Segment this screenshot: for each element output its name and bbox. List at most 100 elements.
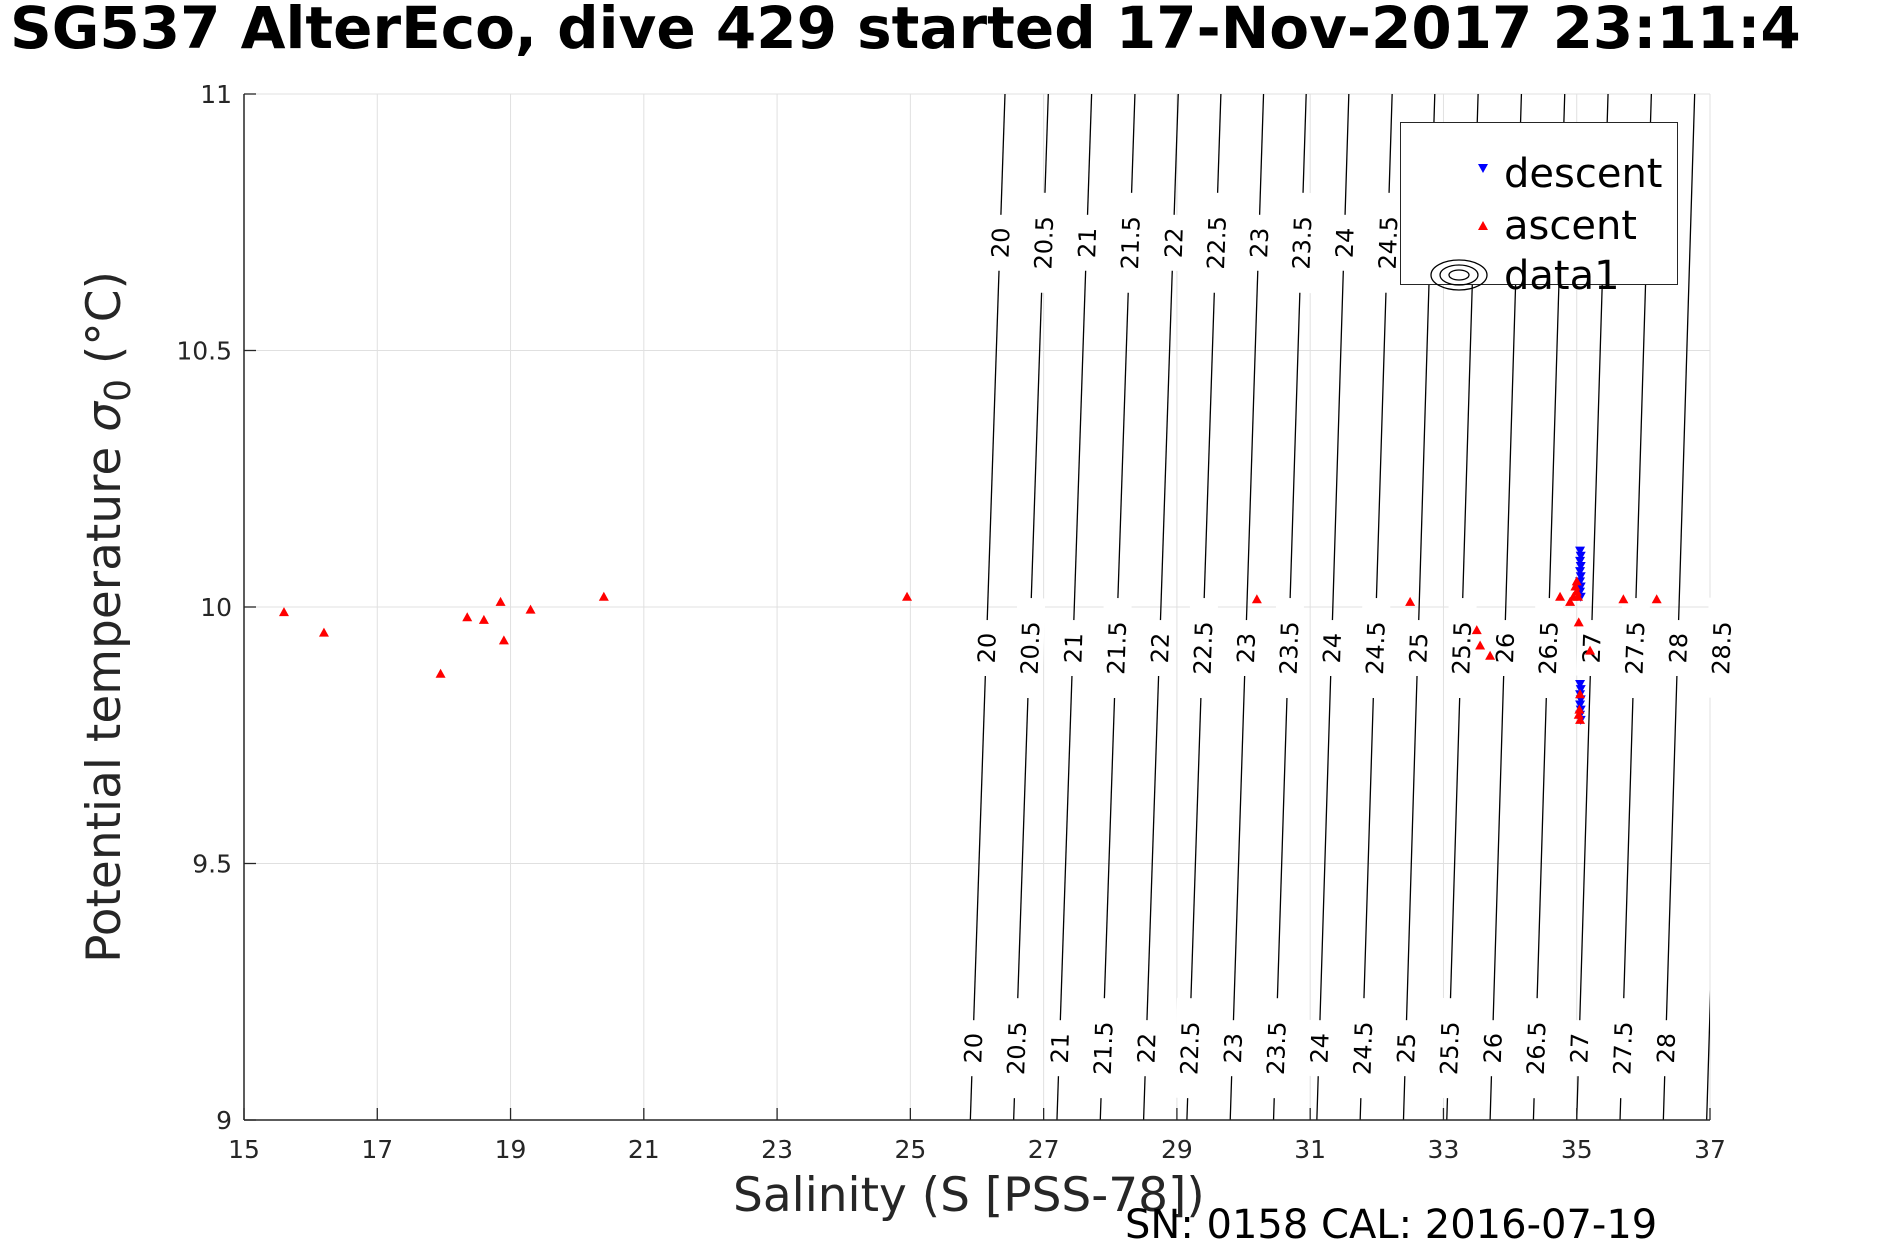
legend-label-ascent: ascent bbox=[1504, 203, 1637, 249]
contour-label-bg bbox=[1445, 597, 1477, 699]
contour-label-bg bbox=[971, 619, 1002, 677]
contour-label: 27 bbox=[1565, 1032, 1594, 1063]
contour-label-bg bbox=[1519, 997, 1552, 1099]
x-tick-label: 35 bbox=[1561, 1135, 1593, 1164]
contour-label: 23 bbox=[1219, 1032, 1248, 1063]
y-axis-label-unit: (°C) bbox=[76, 271, 132, 380]
contour-label: 27.5 bbox=[1608, 1021, 1638, 1075]
y-tick-label: 9 bbox=[216, 1106, 232, 1135]
y-axis-label-subscript: 0 bbox=[98, 379, 140, 402]
ascent-point bbox=[1471, 625, 1482, 635]
contour-label-bg bbox=[1304, 1019, 1335, 1077]
x-tick-label: 19 bbox=[495, 1135, 527, 1164]
y-axis-label: Potential temperature σ0 (°C) bbox=[77, 271, 139, 963]
contour-label-bg bbox=[1285, 192, 1318, 294]
contour-label-bg bbox=[1243, 214, 1274, 272]
legend: data1 ascent descent bbox=[1400, 122, 1678, 299]
ascent-point bbox=[1571, 586, 1582, 596]
contour-label-bg bbox=[1000, 997, 1032, 1099]
contour-label-bg bbox=[1131, 1019, 1161, 1077]
contour-label-bg bbox=[957, 1019, 988, 1077]
ascent-point bbox=[318, 627, 329, 637]
contour-label: 24 bbox=[1306, 1032, 1335, 1063]
ascent-point bbox=[498, 635, 509, 645]
ascent-point bbox=[1405, 596, 1416, 606]
x-tick-label: 31 bbox=[1294, 1135, 1326, 1164]
contour-label: 23.5 bbox=[1262, 1021, 1292, 1075]
contour-label: 23 bbox=[1232, 632, 1261, 663]
legend-label-descent: descent bbox=[1504, 151, 1663, 197]
contour-label-bg bbox=[1087, 997, 1119, 1099]
y-tick-label: 10.5 bbox=[176, 337, 232, 366]
contour-label: 21 bbox=[1073, 227, 1102, 258]
y-axis-label-sigma: σ bbox=[76, 401, 132, 432]
contour-label: 20.5 bbox=[1016, 621, 1046, 675]
ascent-point bbox=[478, 614, 489, 624]
legend-item-descent: descent bbox=[1401, 149, 1677, 197]
contour-label-bg bbox=[1200, 192, 1232, 294]
contour-label-bg bbox=[1186, 597, 1219, 699]
ascent-point bbox=[902, 591, 913, 601]
ascent-point bbox=[1573, 617, 1584, 627]
chart-title: SG537 AlterEco, dive 429 started 17-Nov-… bbox=[10, 0, 1801, 62]
contour-label: 23.5 bbox=[1275, 621, 1305, 675]
ascent-point bbox=[1251, 594, 1262, 604]
contour-label-bg bbox=[1217, 1019, 1248, 1077]
contour-label: 22 bbox=[1160, 227, 1189, 258]
contour-label-bg bbox=[1402, 619, 1433, 677]
descent-point bbox=[1575, 679, 1586, 689]
contour-label: 21.5 bbox=[1102, 621, 1132, 675]
contour-label: 28 bbox=[1652, 1032, 1681, 1063]
contour-label-bg bbox=[1489, 619, 1520, 677]
ascent-point bbox=[278, 607, 289, 617]
descent-point bbox=[1575, 567, 1586, 577]
contour-label: 26.5 bbox=[1522, 1021, 1552, 1075]
contour-label: 20 bbox=[986, 227, 1015, 258]
contour-label-bg bbox=[1346, 997, 1379, 1099]
ascent-point bbox=[1573, 591, 1584, 601]
contour-label-bg bbox=[1606, 997, 1638, 1099]
contour-label: 22.5 bbox=[1189, 621, 1219, 675]
contour-label-bg bbox=[1705, 597, 1737, 699]
ascent-point bbox=[1575, 714, 1586, 724]
contour-label: 26.5 bbox=[1534, 621, 1564, 675]
contour-label: 28 bbox=[1664, 632, 1693, 663]
contour-label: 25 bbox=[1392, 1032, 1421, 1063]
x-tick-label: 37 bbox=[1694, 1135, 1726, 1164]
ascent-point bbox=[462, 612, 473, 622]
descent-point bbox=[1575, 556, 1586, 566]
ascent-point bbox=[1485, 650, 1496, 660]
contour-label: 22 bbox=[1146, 632, 1175, 663]
contour-label: 20 bbox=[959, 1032, 988, 1063]
contour-label-bg bbox=[1114, 192, 1146, 294]
ascent-point bbox=[435, 668, 446, 678]
contour-label-bg bbox=[1057, 619, 1088, 677]
contour-label-bg bbox=[1371, 192, 1404, 294]
x-tick-label: 29 bbox=[1161, 1135, 1193, 1164]
ascent-point bbox=[1575, 689, 1586, 699]
ascent-point bbox=[1585, 645, 1596, 655]
axes: 15 17 19 21 23 25 27 29 31 33 35 37 9 9.5 10 10.5 11 bbox=[176, 80, 1726, 1164]
contour-label: 26 bbox=[1491, 632, 1520, 663]
contour-label-bg bbox=[985, 214, 1015, 272]
density-contours: 20 20.5 21 21.5 22 22.5 23 23.5 24 24.5 20 20.5 21 21… bbox=[957, 94, 1737, 1120]
y-axis-label-main: Potential temperature bbox=[76, 431, 132, 963]
ascent-point bbox=[598, 591, 609, 601]
contour-label-bg bbox=[1272, 597, 1305, 699]
contour-label-bg bbox=[1650, 1019, 1681, 1077]
triangle-up-icon bbox=[1478, 221, 1488, 230]
y-tick-label: 9.5 bbox=[192, 850, 232, 879]
descent-point bbox=[1575, 700, 1586, 710]
contour-label: 27.5 bbox=[1621, 621, 1651, 675]
contour-label: 21.5 bbox=[1116, 216, 1146, 270]
descent-point bbox=[1575, 551, 1586, 561]
x-tick-label: 25 bbox=[894, 1135, 926, 1164]
contour-label: 25.5 bbox=[1435, 1021, 1465, 1075]
contour-label-bg bbox=[1044, 1019, 1075, 1077]
contour-label-bg bbox=[1100, 597, 1132, 699]
x-tick-label: 27 bbox=[1028, 1135, 1060, 1164]
x-tick-label: 23 bbox=[761, 1135, 793, 1164]
contour-label: 28.5 bbox=[1707, 621, 1737, 675]
contour-label: 24.5 bbox=[1374, 216, 1404, 270]
x-tick-label: 21 bbox=[628, 1135, 660, 1164]
